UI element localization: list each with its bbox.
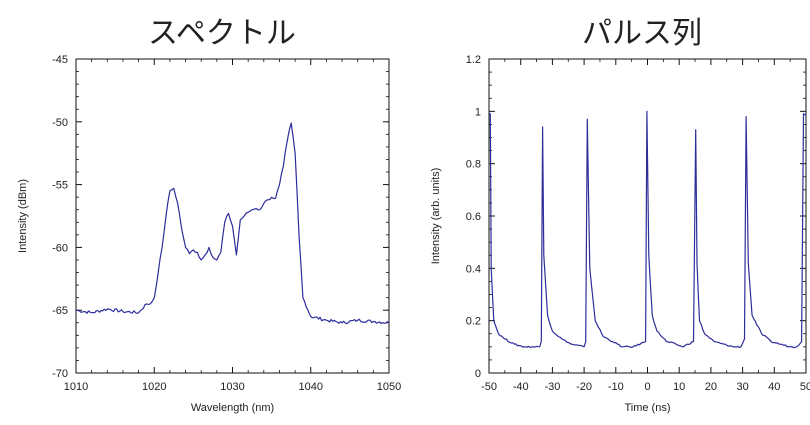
pulse-y-tick-label: 0.2 xyxy=(466,316,481,328)
spectrum-chart: 1010 1020 1030 1040 1050 -70 -65 -60 -55 -50 -45 Wa… xyxy=(17,54,401,414)
pulse-x-tick-label: 40 xyxy=(768,381,780,393)
spectrum-y-tick-label: -65 xyxy=(52,305,68,317)
pulse-y-tick-label: 1 xyxy=(475,106,481,118)
pulse-y-axis-label: Intensity (arb. units) xyxy=(430,168,442,265)
pulse-x-tick-label: 20 xyxy=(705,381,717,393)
pulse-series-line xyxy=(489,110,807,349)
pulse-plot-frame xyxy=(488,58,807,374)
pulse-x-tick-label: 50 xyxy=(800,381,810,393)
pulse-x-tick-label: -20 xyxy=(576,381,592,393)
spectrum-x-tick-label: 1010 xyxy=(64,381,88,393)
pulse-x-tick-label: -10 xyxy=(608,381,624,393)
spectrum-x-tick-label: 1020 xyxy=(142,381,166,393)
spectrum-y-tick-label: -60 xyxy=(52,242,68,254)
spectrum-y-tick-label: -50 xyxy=(52,117,68,129)
spectrum-y-tick-label: -55 xyxy=(52,180,68,192)
pulse-x-tick-label: -30 xyxy=(544,381,560,393)
spectrum-x-tick-label: 1050 xyxy=(377,381,401,393)
pulse-x-tick-label: 10 xyxy=(673,381,685,393)
pulse-y-tick-label: 0.8 xyxy=(466,159,481,171)
spectrum-series-line xyxy=(75,122,390,325)
pulse-y-tick-label: 0.6 xyxy=(466,211,481,223)
pulse-x-tick-label: 0 xyxy=(644,381,650,393)
pulse-x-tick-label: -50 xyxy=(481,381,497,393)
pulse-y-tick-label: 0.4 xyxy=(466,263,481,275)
pulse-y-tick-label: 1.2 xyxy=(466,54,481,66)
spectrum-x-axis-label: Wavelength (nm) xyxy=(191,402,274,414)
spectrum-y-tick-label: -70 xyxy=(52,368,68,380)
pulse-y-tick-label: 0 xyxy=(475,368,481,380)
spectrum-y-axis-label: Intensity (dBm) xyxy=(17,179,29,253)
spectrum-y-tick-label: -45 xyxy=(52,54,68,66)
pulse-x-tick-label: -40 xyxy=(513,381,529,393)
spectrum-plot-frame xyxy=(75,58,390,374)
pulse-chart: -50 -40 -30 -20 -10 0 10 20 30 40 50 0 0.2 0.4 0.6 0.8 1… xyxy=(430,54,810,414)
pulse-train-title: パルス列 xyxy=(582,16,702,51)
spectrum-x-tick-label: 1030 xyxy=(220,381,244,393)
spectrum-title: スペクトル xyxy=(148,16,296,51)
spectrum-x-tick-label: 1040 xyxy=(299,381,323,393)
pulse-x-axis-label: Time (ns) xyxy=(624,402,670,414)
pulse-x-tick-label: 30 xyxy=(736,381,748,393)
